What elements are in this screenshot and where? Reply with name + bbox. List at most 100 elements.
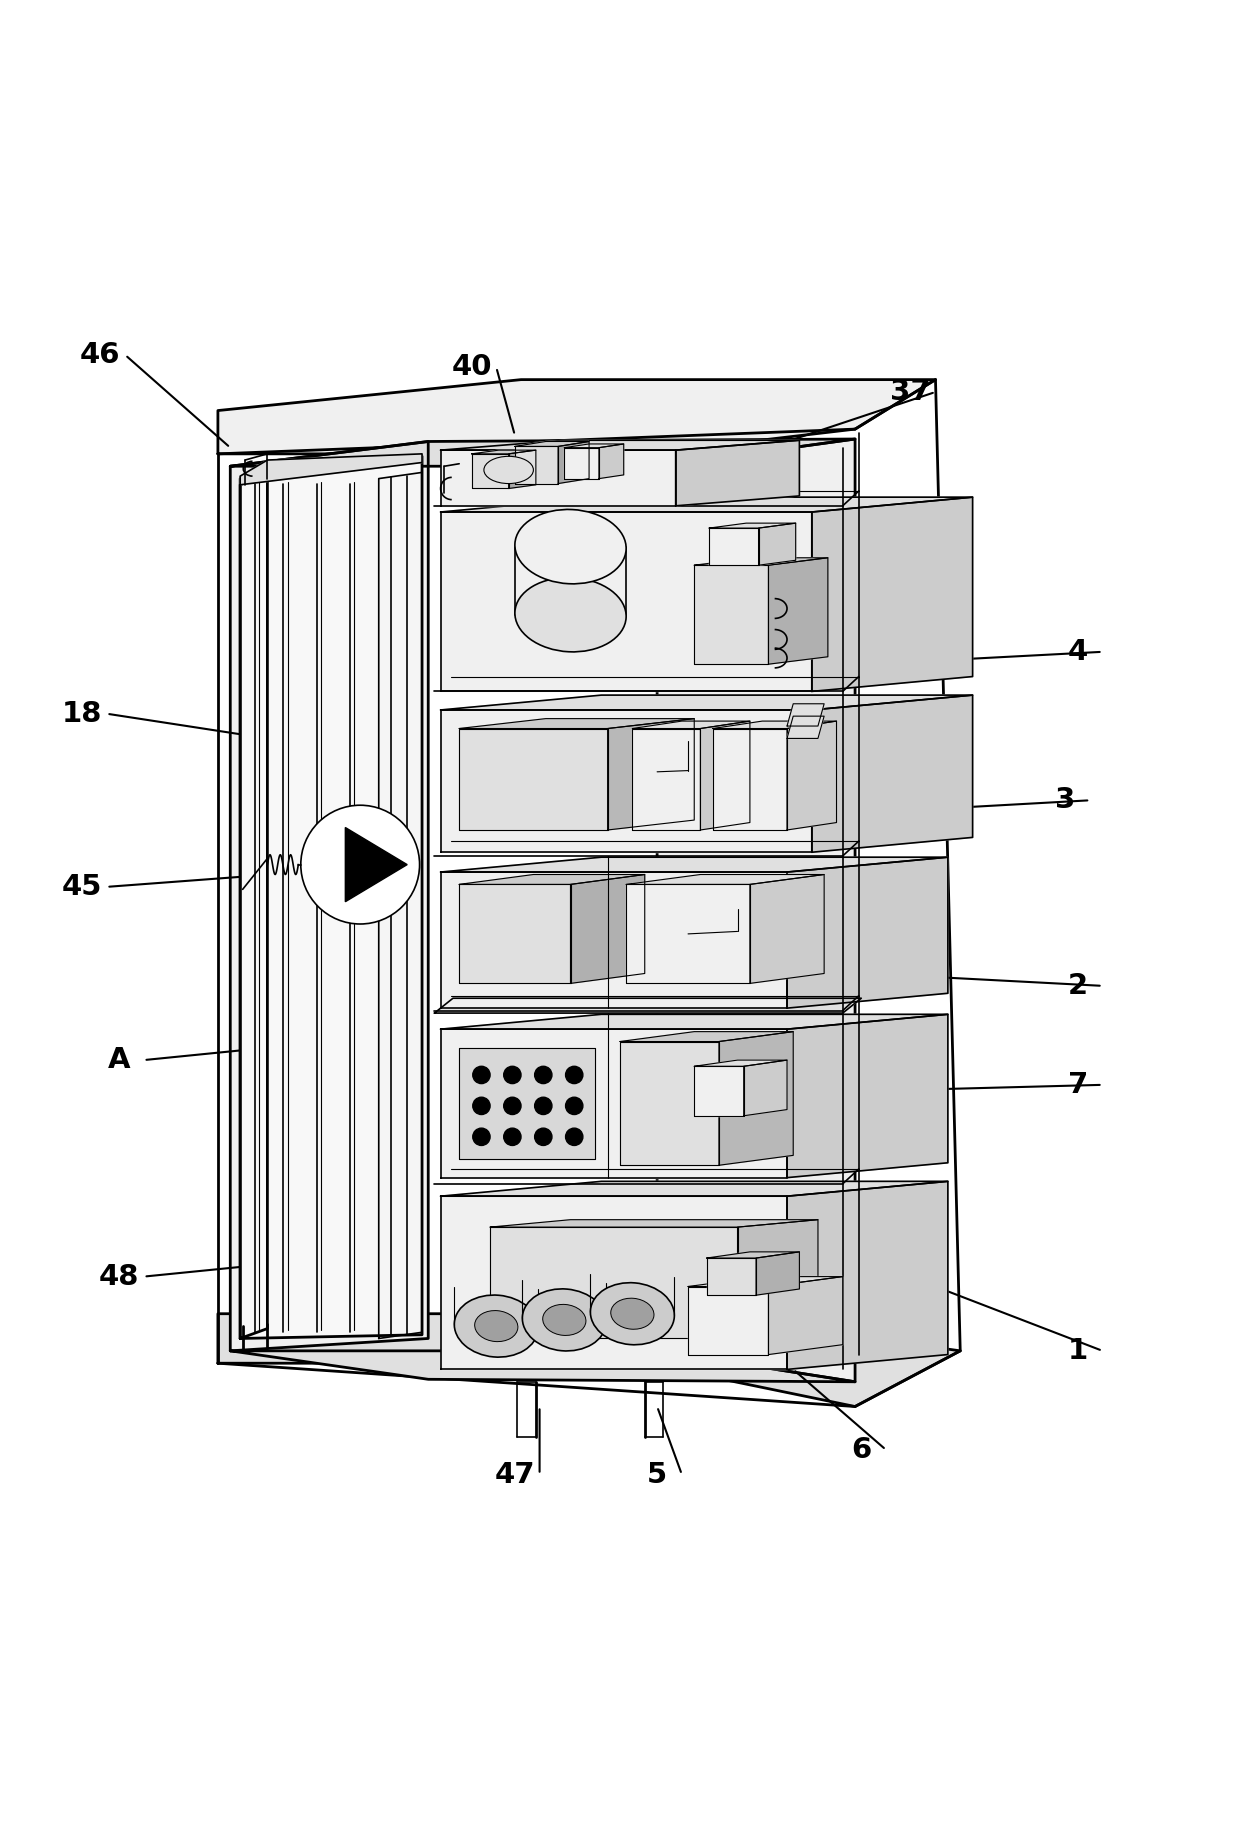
Polygon shape	[231, 1351, 856, 1382]
Polygon shape	[694, 558, 828, 565]
Polygon shape	[218, 379, 935, 455]
Polygon shape	[440, 512, 812, 691]
Circle shape	[534, 1098, 552, 1114]
Polygon shape	[564, 444, 624, 447]
Polygon shape	[231, 442, 428, 1351]
Text: 2: 2	[1068, 972, 1087, 1000]
Polygon shape	[515, 447, 558, 484]
Ellipse shape	[515, 510, 626, 584]
Circle shape	[565, 1127, 583, 1146]
Text: 48: 48	[99, 1262, 139, 1290]
Polygon shape	[599, 444, 624, 479]
Ellipse shape	[454, 1295, 538, 1356]
Polygon shape	[701, 721, 750, 830]
Text: 18: 18	[62, 700, 102, 728]
Text: 6: 6	[851, 1436, 872, 1464]
Polygon shape	[440, 695, 972, 710]
Polygon shape	[570, 874, 645, 983]
Text: 1: 1	[1068, 1336, 1087, 1366]
Text: 47: 47	[495, 1460, 536, 1488]
Polygon shape	[440, 872, 787, 1009]
Text: 40: 40	[451, 353, 492, 381]
Polygon shape	[558, 442, 589, 484]
Polygon shape	[676, 440, 800, 506]
Polygon shape	[787, 721, 837, 830]
Polygon shape	[787, 1015, 947, 1177]
Text: 3: 3	[1055, 785, 1075, 815]
Polygon shape	[812, 497, 972, 691]
Polygon shape	[434, 998, 862, 1013]
Polygon shape	[459, 1048, 595, 1159]
Polygon shape	[378, 473, 422, 1338]
Circle shape	[472, 1098, 490, 1114]
Polygon shape	[738, 1220, 818, 1338]
Polygon shape	[707, 1251, 800, 1258]
Polygon shape	[440, 440, 800, 451]
Circle shape	[565, 1066, 583, 1083]
Polygon shape	[564, 447, 599, 479]
Polygon shape	[471, 455, 508, 488]
Ellipse shape	[515, 578, 626, 652]
Polygon shape	[440, 1181, 947, 1196]
Circle shape	[534, 1066, 552, 1083]
Polygon shape	[459, 728, 608, 830]
Polygon shape	[490, 1227, 738, 1338]
Ellipse shape	[543, 1305, 587, 1336]
Polygon shape	[440, 1029, 787, 1177]
Polygon shape	[608, 719, 694, 830]
Polygon shape	[440, 451, 676, 506]
Ellipse shape	[590, 1283, 675, 1345]
Polygon shape	[713, 721, 837, 728]
Polygon shape	[812, 695, 972, 852]
Polygon shape	[241, 456, 422, 1338]
Polygon shape	[694, 1066, 744, 1116]
Polygon shape	[459, 719, 694, 728]
Polygon shape	[440, 857, 947, 872]
Polygon shape	[657, 440, 856, 1382]
Polygon shape	[515, 442, 589, 447]
Circle shape	[503, 1127, 521, 1146]
Circle shape	[472, 1066, 490, 1083]
Polygon shape	[756, 1251, 800, 1295]
Polygon shape	[218, 1314, 960, 1406]
Polygon shape	[709, 529, 759, 565]
Polygon shape	[620, 1031, 794, 1042]
Circle shape	[472, 1127, 490, 1146]
Polygon shape	[787, 857, 947, 1009]
Polygon shape	[440, 497, 972, 512]
Polygon shape	[440, 710, 812, 852]
Polygon shape	[688, 1277, 843, 1286]
Polygon shape	[241, 455, 422, 484]
Polygon shape	[440, 1015, 947, 1029]
Polygon shape	[759, 523, 796, 565]
Polygon shape	[769, 558, 828, 663]
Circle shape	[301, 806, 419, 924]
Polygon shape	[719, 1031, 794, 1166]
Text: 46: 46	[81, 340, 120, 370]
Polygon shape	[632, 728, 701, 830]
Polygon shape	[787, 1181, 947, 1369]
Circle shape	[534, 1127, 552, 1146]
Polygon shape	[440, 1196, 787, 1369]
Polygon shape	[688, 1286, 769, 1355]
Polygon shape	[694, 1061, 787, 1066]
Circle shape	[565, 1098, 583, 1114]
Polygon shape	[471, 451, 536, 455]
Text: 37: 37	[890, 379, 931, 407]
Polygon shape	[459, 874, 645, 885]
Polygon shape	[345, 828, 407, 902]
Polygon shape	[744, 1061, 787, 1116]
Ellipse shape	[484, 456, 533, 484]
Ellipse shape	[611, 1297, 653, 1329]
Polygon shape	[626, 885, 750, 983]
Text: 45: 45	[62, 872, 102, 900]
Polygon shape	[769, 1277, 843, 1355]
Polygon shape	[713, 728, 787, 830]
Circle shape	[503, 1066, 521, 1083]
Polygon shape	[490, 1220, 818, 1227]
Polygon shape	[231, 440, 856, 466]
Polygon shape	[459, 885, 570, 983]
Polygon shape	[787, 717, 825, 739]
Polygon shape	[750, 874, 825, 983]
Circle shape	[503, 1098, 521, 1114]
